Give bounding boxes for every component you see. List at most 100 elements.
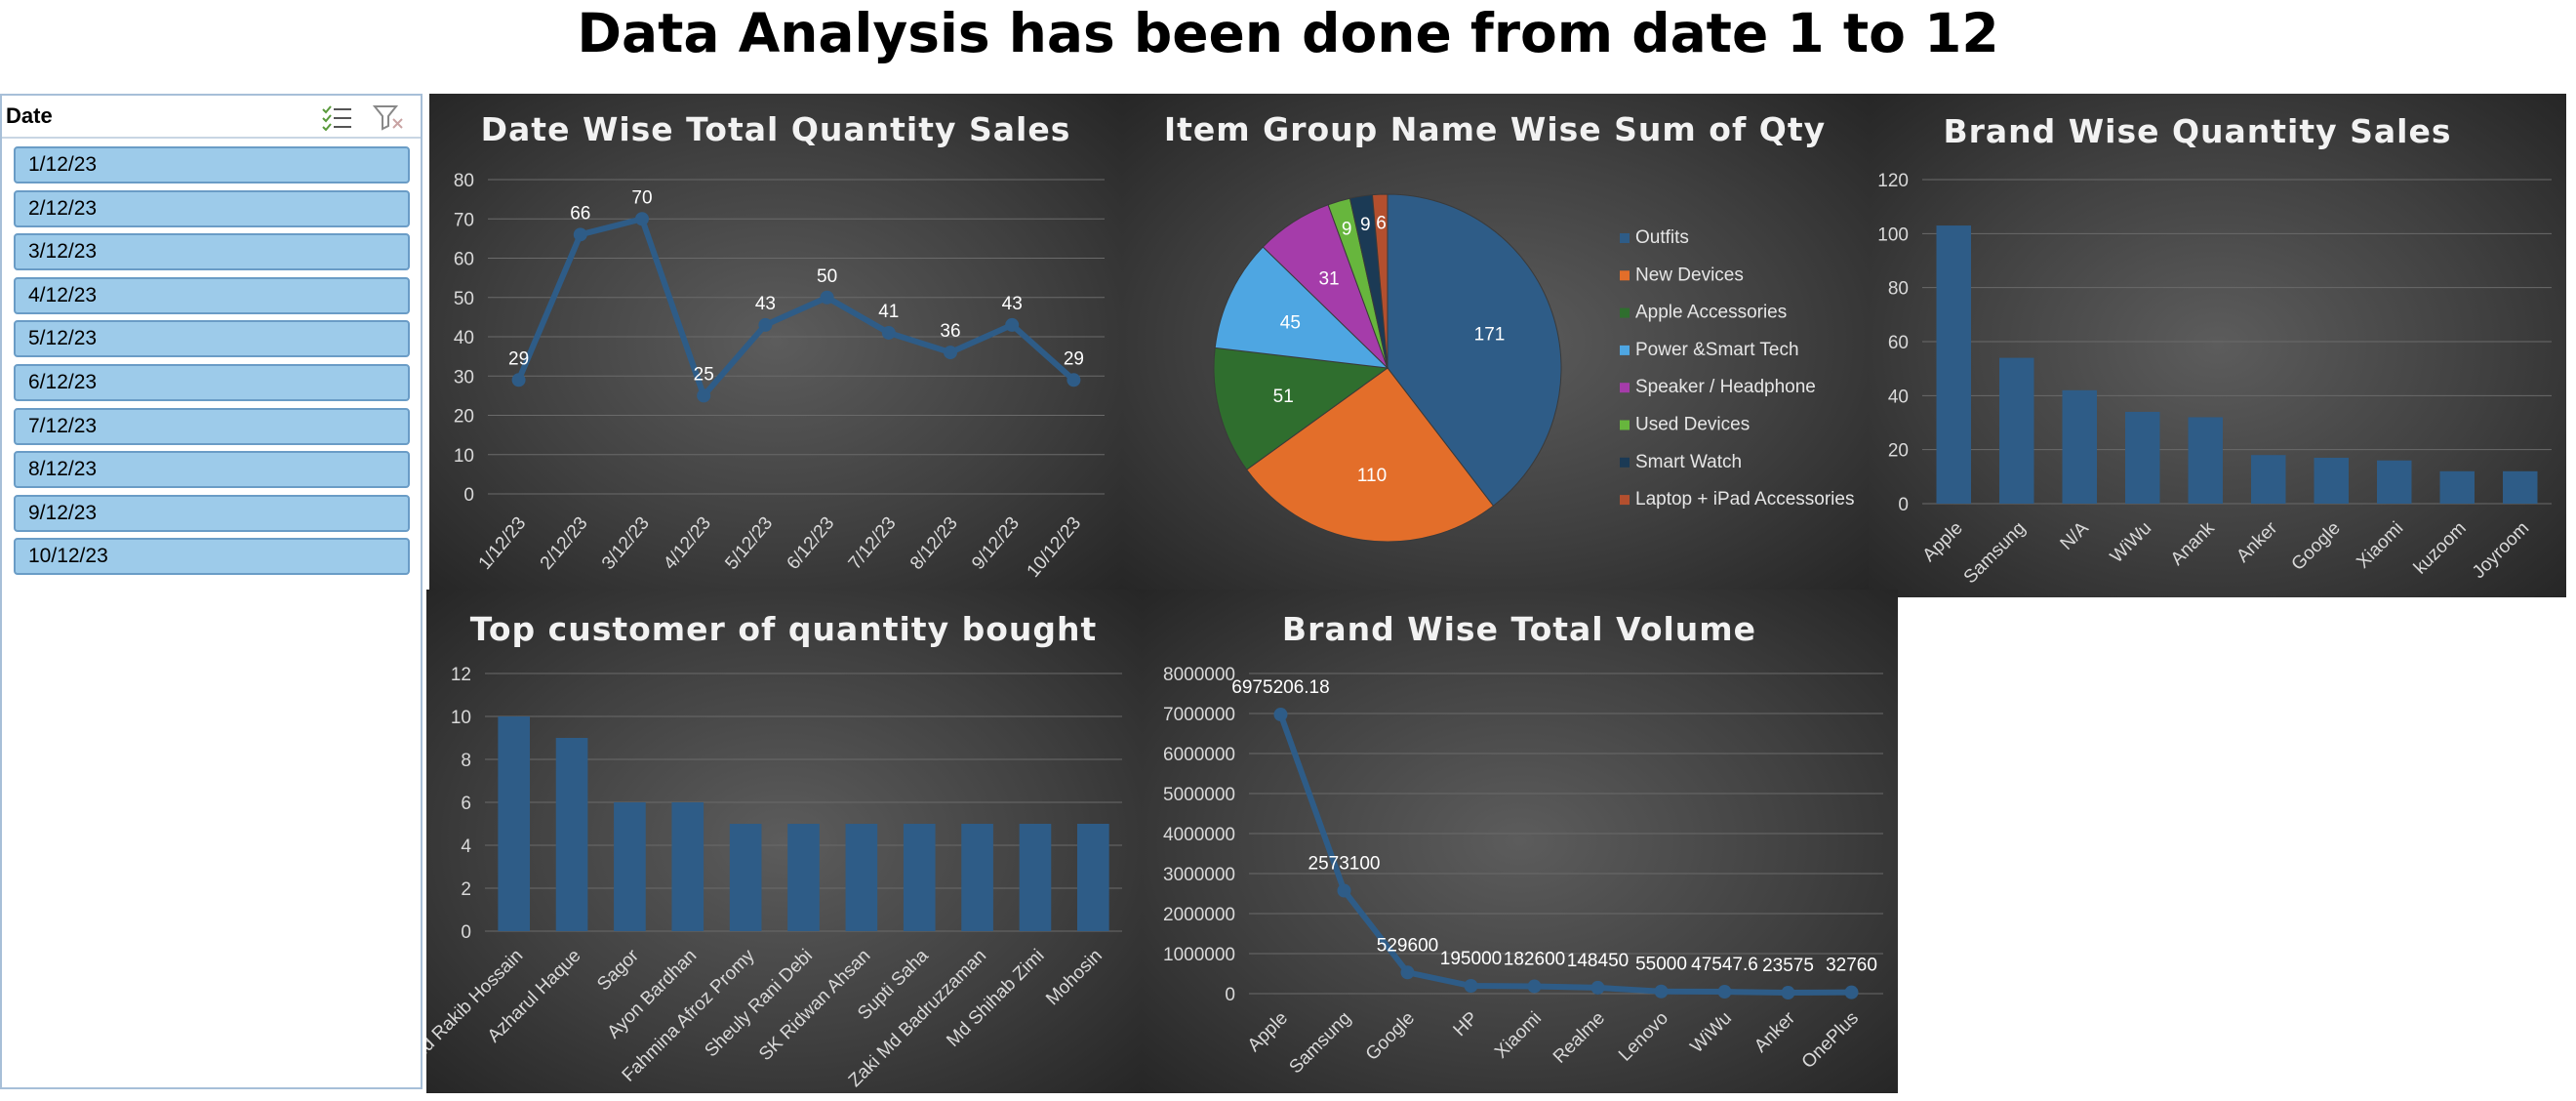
y-tick-label: 8 [461, 751, 471, 771]
x-tick-label: 10/12/23 [1024, 513, 1086, 582]
data-label: 43 [755, 294, 776, 314]
data-label: 29 [1064, 348, 1084, 369]
slice-label: 6 [1376, 214, 1387, 234]
data-point [881, 325, 896, 340]
data-label: 32760 [1826, 956, 1877, 976]
y-tick-label: 20 [454, 407, 474, 428]
data-point [1527, 979, 1542, 994]
y-tick-label: 4000000 [1163, 825, 1235, 845]
bar [614, 802, 646, 931]
data-label: 70 [631, 187, 652, 208]
data-point [1273, 708, 1288, 722]
data-label: 41 [878, 302, 899, 322]
slicer-item[interactable]: 5/12/23 [14, 320, 410, 358]
legend-label: Apple Accessories [1635, 303, 1787, 323]
data-label: 55000 [1635, 955, 1687, 975]
data-point [635, 212, 649, 226]
y-tick-label: 60 [1888, 333, 1909, 353]
bar [729, 824, 762, 931]
y-tick-label: 2 [461, 879, 471, 900]
multi-select-icon[interactable] [320, 103, 353, 132]
x-tick-label: 8/12/23 [906, 513, 962, 574]
pie-slice [1213, 347, 1389, 470]
x-tick-label: Realme [1550, 1008, 1609, 1068]
x-tick-label: 2/12/23 [537, 513, 592, 574]
data-label: 29 [508, 348, 529, 369]
series-line [515, 215, 1076, 402]
x-tick-label: Anank [2167, 517, 2219, 569]
x-tick-label: Xiaomi [1491, 1008, 1546, 1063]
y-tick-label: 10 [451, 708, 471, 728]
slicer-item[interactable]: 4/12/23 [14, 276, 410, 314]
bar [787, 824, 820, 931]
slice-label: 45 [1280, 313, 1301, 334]
date-slicer: Date 1/12/23 2/12/23 3/12/23 4/12/23 5/12/23… [0, 94, 423, 1089]
slicer-header: Date [2, 96, 421, 139]
x-tick-label: Apple [1919, 518, 1967, 566]
data-point [944, 346, 957, 360]
chart-title: Brand Wise Quantity Sales [1943, 112, 2451, 150]
slicer-item[interactable]: 7/12/23 [14, 407, 410, 445]
x-tick-label: Sheuly Rani Debi [701, 946, 817, 1062]
y-tick-label: 0 [463, 485, 474, 506]
clear-filter-icon[interactable] [372, 103, 406, 131]
slicer-item[interactable]: 10/12/23 [14, 538, 410, 576]
data-point [1400, 965, 1415, 980]
x-tick-label: Anker [1751, 1007, 1799, 1056]
y-tick-label: 20 [1888, 441, 1909, 462]
slicer-item[interactable]: 1/12/23 [14, 146, 410, 184]
y-tick-label: 0 [1225, 985, 1235, 1005]
chart-item-group-pie: Item Group Name Wise Sum of Qty 171 110 51 4… [1122, 94, 1869, 590]
y-tick-label: 6 [461, 794, 471, 814]
x-tick-label: Samsung [1960, 518, 2031, 589]
slice-label: 171 [1474, 325, 1506, 346]
data-label: 25 [694, 364, 714, 385]
legend-label: Outfits [1635, 227, 1689, 248]
data-label: 529600 [1377, 935, 1438, 956]
y-tick-label: 12 [451, 665, 471, 685]
bar [903, 824, 936, 931]
y-tick-label: 2000000 [1163, 905, 1235, 925]
bar [1936, 225, 1971, 505]
slicer-item[interactable]: 2/12/23 [14, 189, 410, 227]
y-tick-label: 1000000 [1163, 945, 1235, 965]
pie-slice [1245, 367, 1495, 543]
x-tick-label: WiWu [1687, 1008, 1736, 1057]
x-tick-label: Md Shihab Zimi [943, 946, 1048, 1051]
data-point [573, 227, 587, 242]
y-tick-label: 7000000 [1163, 705, 1235, 725]
bar [555, 738, 588, 931]
y-tick-label: 30 [454, 367, 474, 387]
y-tick-label: 40 [1888, 387, 1909, 407]
bar [2125, 411, 2160, 504]
slicer-item[interactable]: 6/12/23 [14, 363, 410, 401]
data-label: 47547.6 [1691, 955, 1758, 975]
slicer-item[interactable]: 8/12/23 [14, 451, 410, 489]
legend-label: Smart Watch [1635, 452, 1742, 472]
y-tick-label: 120 [1877, 171, 1909, 191]
bar [1019, 824, 1052, 931]
x-tick-label: Xiaomi [2353, 518, 2407, 573]
slice-label: 110 [1357, 466, 1387, 486]
bar [2062, 389, 2097, 504]
slicer-item[interactable]: 3/12/23 [14, 233, 410, 271]
legend-swatch [1620, 233, 1630, 243]
slicer-item[interactable]: 9/12/23 [14, 494, 410, 532]
legend-swatch [1620, 457, 1630, 468]
x-tick-label: Sagor [593, 945, 643, 995]
data-label: 2573100 [1308, 854, 1381, 875]
x-tick-label: OnePlus [1798, 1008, 1863, 1073]
y-tick-label: 10 [454, 446, 474, 467]
legend-swatch [1620, 420, 1630, 430]
data-point [1781, 986, 1795, 1000]
data-point [1590, 980, 1605, 995]
x-tick-label: Lenovo [1615, 1008, 1672, 1066]
y-tick-label: 50 [454, 289, 474, 309]
data-label: 50 [817, 266, 837, 287]
slice-label: 9 [1360, 215, 1371, 235]
data-point [758, 317, 773, 332]
y-tick-label: 5000000 [1163, 785, 1235, 805]
x-tick-label: 1/12/23 [475, 513, 531, 574]
data-label: 182600 [1504, 950, 1565, 970]
bar [1999, 357, 2034, 504]
